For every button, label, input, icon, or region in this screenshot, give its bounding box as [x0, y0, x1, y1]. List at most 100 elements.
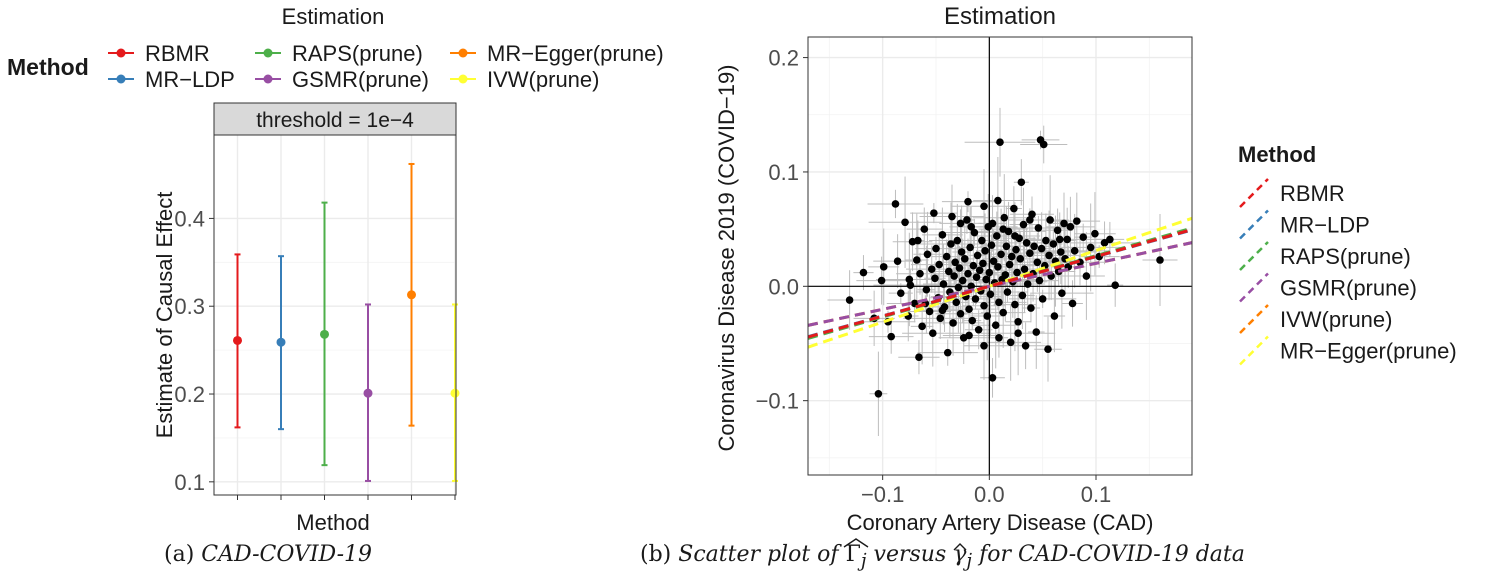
scatter-point — [975, 266, 984, 275]
panel-b-legend-key — [1239, 178, 1269, 208]
legend-entry-label: MR−LDP — [145, 67, 235, 92]
scatter-point — [1014, 317, 1022, 326]
panel-b-legend-title: Method — [1238, 142, 1316, 167]
errorbar-1 — [233, 253, 242, 429]
panel-b-legend-label: GSMR(prune) — [1280, 276, 1417, 301]
panel-a-y-tick-label: 0.3 — [174, 294, 205, 319]
scatter-point — [980, 341, 988, 350]
scatter-point — [1058, 289, 1066, 297]
scatter-point — [951, 258, 959, 267]
scatter-point — [997, 250, 1005, 259]
scatter-point — [897, 289, 905, 297]
scatter-point — [966, 243, 974, 252]
scatter-point — [1039, 140, 1048, 149]
scatter-point — [887, 332, 895, 341]
wide-hat-icon — [843, 538, 868, 548]
panel-b-legend-entry-6: MR−Egger(prune) — [1239, 335, 1457, 366]
estimate-point — [233, 335, 242, 345]
caption-b-gamma-hat-upper: Γj — [843, 538, 868, 571]
scatter-point — [1049, 240, 1058, 248]
scatter-point — [949, 319, 957, 327]
caption-b-label: (b) — [640, 542, 672, 567]
scatter-point — [956, 219, 965, 228]
legend-entry-4: GSMR(prune) — [255, 67, 429, 92]
scatter-point — [1035, 276, 1044, 285]
legend-entry-6: IVW(prune) — [450, 67, 599, 92]
scatter-point — [1021, 341, 1030, 350]
scatter-point — [927, 265, 936, 273]
scatter-point — [1060, 219, 1068, 228]
estimate-point — [407, 290, 416, 300]
caption-a-label: (a) — [164, 542, 195, 567]
panel-b-legend-entry-1: RBMR — [1239, 178, 1345, 208]
scatter-point — [935, 260, 943, 269]
panel-b-frame — [807, 36, 1193, 476]
scatter-point — [995, 333, 1003, 342]
scatter-point — [1073, 217, 1081, 225]
legend-key-dot — [263, 74, 273, 84]
scatter-point — [955, 264, 964, 272]
panel-b-legend-label: MR−LDP — [1280, 213, 1370, 238]
scatter-point — [968, 316, 977, 325]
scatter-point — [950, 272, 958, 280]
scatter-point — [973, 251, 982, 260]
panel-b-y-tick-label: 0.1 — [768, 160, 799, 185]
scatter-point — [958, 276, 967, 285]
scatter-point — [980, 301, 988, 310]
scatter-point — [936, 314, 945, 323]
caption-a-text: CAD-COVID-19 — [201, 542, 373, 567]
scatter-point — [1001, 271, 1010, 279]
scatter-point — [922, 285, 931, 294]
scatter-point — [963, 216, 971, 224]
estimate-point — [450, 388, 460, 398]
panel-b-legend-label: IVW(prune) — [1280, 307, 1392, 332]
scatter-point — [995, 298, 1003, 307]
scatter-point — [1091, 229, 1099, 238]
scatter-point — [1018, 291, 1027, 300]
scatter-point — [1050, 312, 1059, 320]
panel-b-title: Estimation — [944, 3, 1056, 30]
scatter-point — [906, 281, 915, 289]
legend-entry-5: MR−Egger(prune) — [450, 41, 664, 66]
scatter-point — [988, 219, 997, 228]
scatter-point — [1042, 236, 1050, 245]
scatter-point — [931, 274, 939, 283]
legend-key-dot — [458, 48, 468, 58]
panel-a-frame — [213, 134, 457, 496]
scatter-point — [1030, 242, 1038, 251]
panel-b-y-tick-label: 0.0 — [768, 274, 799, 299]
scatter-point — [970, 228, 979, 237]
scatter-point — [1028, 210, 1036, 219]
panel-a-axis-ticks: 0.1 0.2 0.3 0.4 — [174, 206, 456, 500]
scatter-point — [916, 269, 924, 278]
scatter-point — [971, 295, 980, 303]
scatter-point — [964, 197, 972, 206]
scatter-point — [953, 236, 962, 245]
scatter-point — [1111, 281, 1119, 289]
scatter-point — [925, 307, 934, 316]
panel-a-y-tick-label: 0.1 — [174, 470, 205, 495]
scatter-point — [1011, 300, 1019, 309]
legend-entry-label: RBMR — [145, 41, 210, 66]
scatter-point — [914, 236, 922, 245]
scatter-point — [999, 225, 1007, 233]
scatter-point — [964, 269, 972, 278]
scatter-point — [1032, 328, 1041, 336]
scatter-point — [1033, 258, 1042, 267]
scatter-point — [1055, 235, 1064, 244]
panel-b-legend-entry-3: RAPS(prune) — [1239, 241, 1411, 271]
scatter-point — [1086, 243, 1095, 252]
scatter-point — [1026, 249, 1034, 257]
scatter-point — [1022, 239, 1031, 247]
scatter-point — [1034, 224, 1043, 232]
scatter-point — [1006, 338, 1015, 347]
scatter-point — [994, 196, 1002, 205]
scatter-point — [874, 390, 883, 398]
scatter-point — [947, 240, 955, 248]
caption-b-post: for CAD-COVID-19 data — [979, 542, 1245, 567]
panel-b-scatter-chart: Estimation −0.1 0.0 0.1 −0.1 0.0 0.1 0.2 Coron… — [714, 3, 1457, 535]
scatter-point — [1037, 244, 1046, 253]
scatter-point — [942, 252, 951, 261]
